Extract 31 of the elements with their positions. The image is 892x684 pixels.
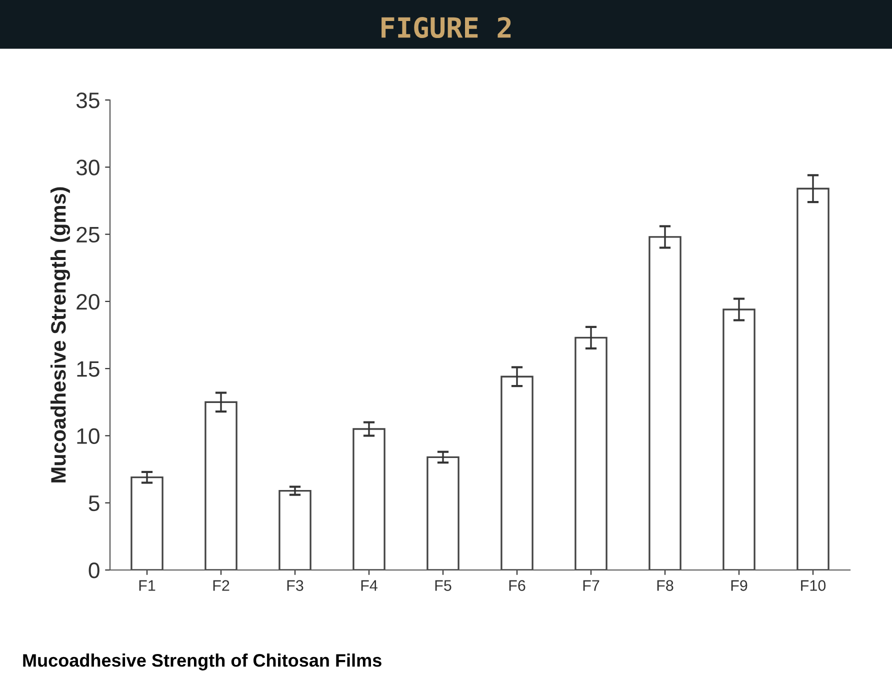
bar xyxy=(500,376,534,570)
chart-title: FIGURE 2 xyxy=(382,17,511,38)
x-tick-label: F5 xyxy=(435,580,452,591)
y-tick-label: 10 xyxy=(77,428,100,444)
x-tick-label: F9 xyxy=(731,580,748,591)
y-tick-label: 25 xyxy=(76,226,100,243)
x-tick-label: F6 xyxy=(509,580,526,591)
bar xyxy=(574,336,608,570)
bar xyxy=(204,401,238,570)
bar xyxy=(426,456,460,570)
y-axis-title: Mucoadhesive Strength (gms) xyxy=(50,187,70,482)
bar xyxy=(352,428,386,570)
y-tick-label: 0 xyxy=(88,562,100,578)
x-tick-label: F10 xyxy=(801,580,826,591)
bar xyxy=(130,476,164,570)
y-tick-label: 15 xyxy=(77,361,100,377)
y-tick-label: 20 xyxy=(76,294,100,310)
y-tick-label: 30 xyxy=(76,160,100,176)
bar xyxy=(278,490,312,570)
y-tick-label: 35 xyxy=(76,92,100,108)
x-tick-label: F8 xyxy=(657,580,674,591)
x-tick-label: F7 xyxy=(583,580,600,591)
y-tick-label: 5 xyxy=(88,496,100,512)
x-tick-label: F4 xyxy=(361,580,378,591)
text: Mucoadhesive Strength of Chitosan Films xyxy=(23,654,382,670)
x-tick-label: F1 xyxy=(139,580,156,591)
bar xyxy=(648,236,682,570)
bar xyxy=(722,308,756,570)
x-tick-label: F2 xyxy=(213,580,230,591)
bar xyxy=(796,188,830,570)
x-tick-label: F3 xyxy=(287,580,304,591)
